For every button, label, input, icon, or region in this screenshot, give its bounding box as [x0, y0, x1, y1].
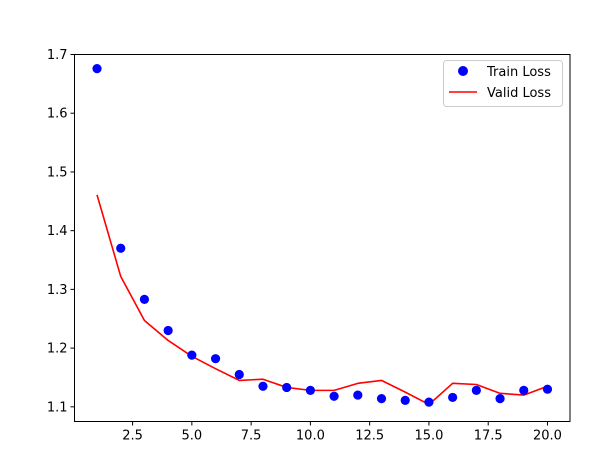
train-loss-point: [163, 325, 173, 336]
legend-valid-label: Valid Loss: [487, 86, 551, 101]
legend-train-label: Train Loss: [486, 65, 551, 80]
train-loss-point: [187, 350, 197, 360]
train-loss-point: [400, 395, 410, 405]
y-tick-label: 1.7: [47, 48, 68, 63]
x-tick-label: 15.0: [414, 429, 443, 444]
x-tick-label: 20.0: [533, 429, 562, 444]
train-loss-point: [116, 243, 126, 253]
train-loss-point: [495, 393, 505, 404]
legend: Train Loss Valid Loss: [443, 60, 563, 107]
axes-frame: [74, 54, 571, 422]
train-loss-point: [329, 391, 339, 401]
x-tick-label: 2.5: [122, 429, 143, 444]
valid-loss-line: [96, 194, 548, 406]
x-tick-label: 17.5: [474, 429, 503, 444]
train-loss-point: [305, 385, 315, 395]
y-tick-label: 1.5: [47, 165, 68, 180]
train-loss-point: [282, 382, 292, 393]
x-tick-label: 10.0: [296, 429, 325, 444]
x-tick-label: 12.5: [355, 429, 384, 444]
train-loss-point: [448, 392, 458, 403]
x-axis: 2.5 5.0 7.5 10.0 12.5 15.0 17.5 20.0: [122, 421, 562, 444]
y-tick-label: 1.1: [47, 400, 68, 415]
train-loss-point: [353, 390, 363, 400]
y-axis: 1.1 1.2 1.3 1.4 1.5 1.6 1.7: [47, 48, 75, 415]
y-tick-label: 1.3: [47, 283, 68, 298]
train-loss-point: [424, 397, 434, 407]
legend-box: [443, 60, 563, 107]
x-tick-label: 5.0: [182, 429, 203, 444]
train-loss-point: [471, 385, 481, 395]
y-tick-label: 1.4: [47, 224, 68, 239]
y-tick-label: 1.2: [47, 342, 68, 357]
train-loss-point: [139, 294, 150, 304]
train-loss-point: [92, 63, 102, 74]
train-loss-point: [234, 369, 244, 380]
x-tick-label: 7.5: [241, 429, 262, 444]
legend-train-marker-icon: [458, 66, 468, 76]
y-tick-label: 1.6: [47, 107, 68, 122]
train-loss-point: [210, 354, 221, 364]
train-loss-point: [542, 384, 553, 394]
train-loss-point: [258, 381, 268, 391]
series-layer: [92, 63, 553, 407]
train-loss-point: [519, 385, 529, 395]
train-loss-point: [376, 393, 387, 404]
